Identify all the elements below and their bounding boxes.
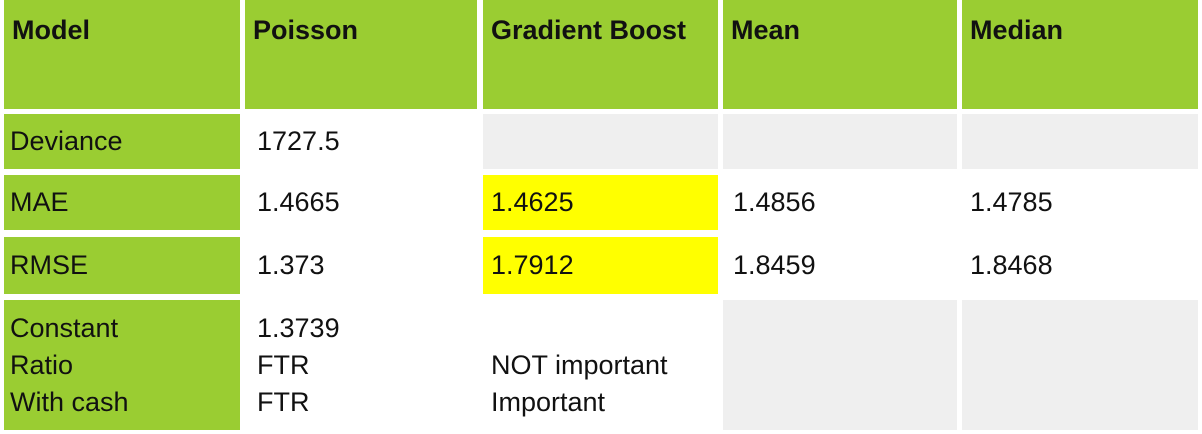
feature-gb-constant (491, 310, 718, 347)
features-median-empty (962, 300, 1198, 430)
header-poisson: Poisson (245, 0, 477, 109)
feature-poisson-with-cash: FTR (257, 387, 310, 417)
deviance-poisson-value: 1727.5 (257, 126, 340, 156)
feature-label-constant: Constant (10, 313, 119, 343)
deviance-mean-empty (723, 114, 957, 169)
header-median: Median (962, 0, 1198, 109)
feature-gb-with-cash: Important (491, 387, 606, 417)
header-mean: Mean (723, 0, 957, 109)
rmse-median-value: 1.8468 (970, 250, 1053, 280)
feature-label-ratio: Ratio (10, 350, 74, 380)
feature-gb-ratio: NOT important (491, 350, 668, 380)
feature-poisson-constant: 1.3739 (257, 313, 340, 343)
rmse-mean-value: 1.8459 (733, 250, 816, 280)
mae-poisson-value: 1.4665 (257, 187, 340, 217)
features-mean-empty (723, 300, 957, 430)
mae-median-value: 1.4785 (970, 187, 1053, 217)
features-gradient-boost-values: NOT important Important (483, 300, 718, 430)
row-label-features: Constant Ratio With cash (4, 300, 240, 430)
rmse-poisson-value: 1.373 (257, 250, 325, 280)
rmse-gradient-boost-value: 1.7912 (483, 237, 718, 294)
header-gradient-boost: Gradient Boost (483, 0, 718, 109)
features-poisson-values: 1.3739 FTR FTR (245, 300, 477, 430)
row-label-mae: MAE (4, 175, 240, 230)
feature-label-with-cash: With cash (10, 387, 129, 417)
row-label-rmse: RMSE (4, 237, 240, 294)
header-model: Model (4, 0, 240, 109)
feature-poisson-ratio: FTR (257, 350, 310, 380)
mae-mean-value: 1.4856 (733, 187, 816, 217)
row-label-deviance: Deviance (4, 114, 240, 169)
mae-gradient-boost-value: 1.4625 (483, 175, 718, 230)
deviance-median-empty (962, 114, 1198, 169)
deviance-gradient-boost-empty (483, 114, 718, 169)
